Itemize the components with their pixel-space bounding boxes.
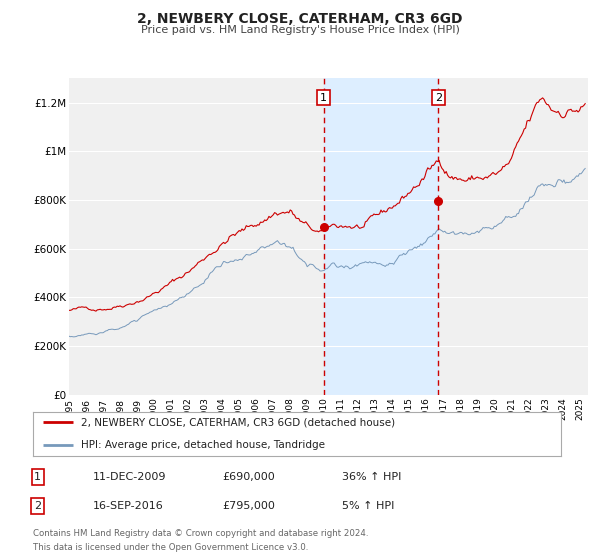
Text: Price paid vs. HM Land Registry's House Price Index (HPI): Price paid vs. HM Land Registry's House … <box>140 25 460 35</box>
Text: £795,000: £795,000 <box>222 501 275 511</box>
Text: This data is licensed under the Open Government Licence v3.0.: This data is licensed under the Open Gov… <box>33 543 308 552</box>
Text: £690,000: £690,000 <box>222 472 275 482</box>
Text: 2: 2 <box>435 92 442 102</box>
Text: 1: 1 <box>320 92 327 102</box>
Text: HPI: Average price, detached house, Tandridge: HPI: Average price, detached house, Tand… <box>80 440 325 450</box>
Text: 16-SEP-2016: 16-SEP-2016 <box>93 501 164 511</box>
Text: 2: 2 <box>34 501 41 511</box>
Bar <box>323 78 439 395</box>
Text: Contains HM Land Registry data © Crown copyright and database right 2024.: Contains HM Land Registry data © Crown c… <box>33 529 368 538</box>
Text: 1: 1 <box>34 472 41 482</box>
Text: 36% ↑ HPI: 36% ↑ HPI <box>342 472 401 482</box>
Text: 11-DEC-2009: 11-DEC-2009 <box>93 472 167 482</box>
Text: 2, NEWBERY CLOSE, CATERHAM, CR3 6GD: 2, NEWBERY CLOSE, CATERHAM, CR3 6GD <box>137 12 463 26</box>
Text: 5% ↑ HPI: 5% ↑ HPI <box>342 501 394 511</box>
Text: 2, NEWBERY CLOSE, CATERHAM, CR3 6GD (detached house): 2, NEWBERY CLOSE, CATERHAM, CR3 6GD (det… <box>80 417 395 427</box>
